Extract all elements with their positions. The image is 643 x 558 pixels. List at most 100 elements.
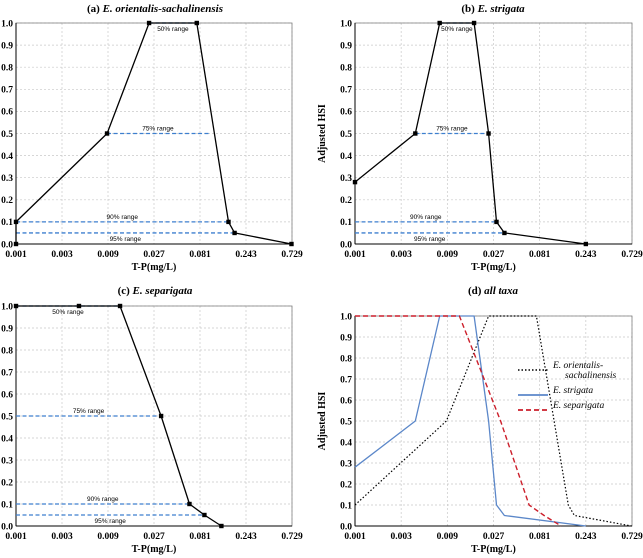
x-axis-title: T-P(mg/L) bbox=[471, 262, 516, 273]
y-tick-label: 0.7 bbox=[1, 86, 13, 96]
y-tick-label: 0.2 bbox=[340, 196, 352, 206]
x-tick-label: 0.027 bbox=[483, 250, 505, 260]
y-tick-label: 0.0 bbox=[340, 240, 352, 250]
data-point bbox=[202, 512, 207, 518]
y-tick-label: 0.0 bbox=[1, 522, 13, 532]
y-tick-label: 0.5 bbox=[1, 412, 13, 422]
range-label: 75% range bbox=[73, 408, 105, 415]
y-axis-title: Adjusted HSI bbox=[317, 392, 328, 451]
data-point bbox=[289, 241, 294, 247]
chart-title-prefix: (c) bbox=[118, 285, 133, 297]
x-tick-label: 0.003 bbox=[51, 532, 73, 542]
y-tick-label: 0.8 bbox=[1, 64, 13, 74]
y-tick-label: 0.1 bbox=[1, 500, 13, 510]
y-tick-label: 1.0 bbox=[1, 302, 13, 312]
x-axis-title: T-P(mg/L) bbox=[471, 544, 516, 555]
chart-panel-d: (d) all taxa 0.0 0.1 0.2 0.3 0.4 0.5 0.6 0.7 0.8 0… bbox=[317, 285, 643, 555]
chart-title: (b) E. strigata bbox=[461, 3, 525, 15]
x-tick-label: 0.001 bbox=[5, 250, 27, 260]
y-tick-label: 0.6 bbox=[1, 390, 13, 400]
x-tick-label: 0.729 bbox=[281, 250, 303, 260]
range-label: 90% range bbox=[410, 214, 442, 221]
x-tick-label: 0.001 bbox=[5, 532, 27, 542]
series-line bbox=[16, 305, 222, 527]
y-tick-label: 0.4 bbox=[340, 438, 352, 448]
x-tick-label: 0.081 bbox=[189, 250, 211, 260]
range-label: 95% range bbox=[94, 518, 126, 525]
x-tick-label: 0.027 bbox=[483, 532, 505, 542]
x-tick-label: 0.729 bbox=[621, 250, 643, 260]
data-point bbox=[471, 20, 477, 26]
y-tick-label: 0.8 bbox=[340, 64, 352, 74]
legend: E. orientalis-sachalinensis E. strigata E.… bbox=[518, 361, 616, 411]
range-label: 75% range bbox=[142, 126, 174, 133]
chart-title-prefix: (b) bbox=[461, 3, 477, 15]
data-point bbox=[502, 230, 507, 236]
chart-title-prefix: (a) bbox=[87, 3, 103, 15]
data-point bbox=[104, 131, 110, 136]
y-tick-label: 0.7 bbox=[340, 375, 352, 385]
data-point bbox=[158, 413, 164, 419]
x-tick-label: 0.027 bbox=[143, 250, 165, 260]
range-label: 50% range bbox=[52, 309, 84, 316]
y-tick-label: 0.9 bbox=[340, 41, 352, 51]
y-tick-label: 0.2 bbox=[340, 480, 352, 490]
y-tick-label: 0.2 bbox=[1, 196, 13, 206]
data-point bbox=[232, 230, 237, 236]
legend-label: E. orientalis- bbox=[552, 361, 603, 371]
y-tick-label: 0.5 bbox=[340, 130, 352, 140]
y-tick-label: 0.5 bbox=[1, 130, 13, 140]
data-point bbox=[13, 303, 19, 309]
y-tick-label: 0.9 bbox=[340, 333, 352, 343]
chart-panel-c: (c) E. separigata 0.0 0.1 0.2 0.3 0.4 0.5 0.6 0.… bbox=[1, 285, 303, 555]
y-tick-label: 0.6 bbox=[340, 396, 352, 406]
legend-label: E. strigata bbox=[552, 386, 593, 396]
data-point bbox=[226, 219, 231, 225]
range-label: 90% range bbox=[87, 496, 119, 503]
y-tick-label: 0.1 bbox=[340, 218, 352, 228]
y-tick-label: 0.4 bbox=[1, 434, 13, 444]
y-tick-label: 0.5 bbox=[340, 417, 352, 427]
y-tick-label: 0.0 bbox=[340, 522, 352, 532]
y-tick-label: 0.8 bbox=[1, 346, 13, 356]
series-line-2 bbox=[355, 315, 562, 527]
data-point bbox=[117, 303, 123, 309]
y-tick-label: 0.4 bbox=[1, 152, 13, 162]
x-tick-label: 0.003 bbox=[390, 532, 412, 542]
y-tick-label: 0.3 bbox=[1, 456, 13, 466]
x-tick-label: 0.001 bbox=[344, 532, 366, 542]
range-label: 95% range bbox=[414, 236, 446, 243]
x-tick-label: 0.003 bbox=[390, 250, 412, 260]
x-axis-title: T-P(mg/L) bbox=[132, 262, 177, 273]
y-tick-label: 0.3 bbox=[340, 174, 352, 184]
y-tick-label: 0.7 bbox=[1, 368, 13, 378]
y-tick-label: 0.4 bbox=[340, 152, 352, 162]
y-tick-label: 0.1 bbox=[340, 501, 352, 511]
y-tick-label: 0.7 bbox=[340, 86, 352, 96]
chart-title-taxon: E. orientalis-sachalinensis bbox=[102, 3, 223, 15]
chart-title: (a) E. orientalis-sachalinensis bbox=[87, 3, 223, 15]
legend-label: E. separigata bbox=[552, 401, 604, 411]
x-tick-label: 0.009 bbox=[97, 250, 119, 260]
x-tick-label: 0.243 bbox=[235, 250, 257, 260]
legend-label: sachalinensis bbox=[565, 371, 616, 381]
x-tick-label: 0.027 bbox=[143, 532, 165, 542]
y-tick-label: 1.0 bbox=[340, 19, 352, 29]
range-label: 50% range bbox=[157, 26, 189, 33]
chart-title: (c) E. separigata bbox=[118, 285, 193, 297]
range-label: 50% range bbox=[441, 26, 473, 33]
y-tick-label: 0.6 bbox=[340, 108, 352, 118]
data-point bbox=[13, 241, 19, 247]
data-point bbox=[352, 179, 358, 185]
chart-title-taxon: E. separigata bbox=[132, 285, 193, 297]
data-point bbox=[437, 20, 442, 26]
range-label: 75% range bbox=[436, 126, 468, 133]
y-tick-label: 0.1 bbox=[1, 218, 13, 228]
x-tick-label: 0.243 bbox=[575, 250, 597, 260]
chart-title: (d) all taxa bbox=[468, 285, 519, 297]
y-tick-label: 0.9 bbox=[1, 41, 13, 51]
x-tick-label: 0.009 bbox=[97, 532, 119, 542]
x-tick-label: 0.729 bbox=[621, 532, 643, 542]
x-tick-label: 0.243 bbox=[575, 532, 597, 542]
